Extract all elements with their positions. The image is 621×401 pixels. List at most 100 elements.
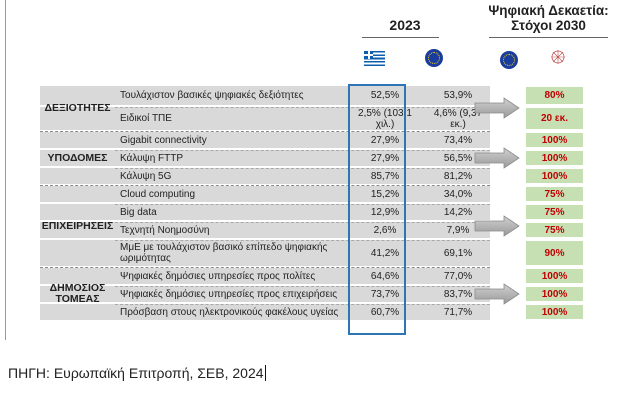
row-divider bbox=[115, 222, 490, 223]
eu-flag-icon bbox=[425, 49, 443, 67]
group-divider bbox=[40, 185, 490, 186]
row-divider bbox=[115, 168, 490, 169]
indicator-label: Big data bbox=[120, 204, 350, 220]
greece-2023-value-text: 73,7% bbox=[370, 288, 400, 300]
left-border-line bbox=[5, 0, 6, 340]
table-row: Κάλυψη FTTP 27,9% 56,5% bbox=[40, 150, 490, 166]
source-note: ΠΗΓΗ: Ευρωπαϊκή Επιτροπή, ΣΕΒ, 2024 bbox=[8, 365, 266, 381]
eu-2023-value-text: 4,6% (9,37 εκ.) bbox=[433, 107, 483, 130]
row-divider bbox=[115, 204, 490, 205]
targets-header-line1: Ψηφιακή Δεκαετία: bbox=[488, 3, 609, 18]
eu-2023-value-text: 71,7% bbox=[443, 306, 473, 318]
indicator-label: Ψηφιακές δημόσιες υπηρεσίες προς επιχειρ… bbox=[120, 286, 350, 302]
eu-2023-value-text: 73,4% bbox=[443, 134, 473, 146]
target-2030-text: 100% bbox=[541, 288, 568, 300]
table-row: Κάλυψη 5G 85,7% 81,2% bbox=[40, 168, 490, 184]
category-label-text: ΔΗΜΟΣΙΟΣ ΤΟΜΕΑΣ bbox=[49, 282, 106, 305]
eu-2023-value: 71,7% bbox=[426, 304, 490, 320]
target-2030-text: 75% bbox=[544, 188, 565, 200]
row-divider bbox=[115, 286, 490, 287]
targets-header: Ψηφιακή Δεκαετία: Στόχοι 2030 bbox=[481, 3, 616, 33]
eu-flag-icon bbox=[500, 51, 518, 69]
greece-2023-value-text: 85,7% bbox=[370, 170, 400, 182]
category-label-text: ΕΠΙΧΕΙΡΗΣΕΙΣ bbox=[41, 219, 114, 232]
category-label-text: ΥΠΟΔΟΜΕΣ bbox=[47, 151, 108, 164]
greece-2023-value: 27,9% bbox=[349, 132, 421, 148]
table-row: ΜμΕ με τουλάχιστον βασικό επίπεδο ψηφιακ… bbox=[40, 240, 490, 266]
eu-2023-value-text: 53,9% bbox=[443, 90, 473, 101]
group-divider bbox=[40, 131, 490, 132]
target-2030-value: 80% bbox=[526, 87, 583, 104]
target-2030-value: 100% bbox=[526, 305, 583, 319]
table-row: Gigabit connectivity 27,9% 73,4% bbox=[40, 132, 490, 148]
eu-2023-value-text: 81,2% bbox=[443, 170, 473, 182]
category-label: ΥΠΟΔΟΜΕΣ bbox=[40, 132, 115, 184]
greece-2023-value: 60,7% bbox=[349, 304, 421, 320]
target-2030-text: 80% bbox=[544, 90, 565, 101]
year-underline bbox=[362, 37, 439, 38]
table-row: Τεχνητή Νοημοσύνη 2,6% 7,9% bbox=[40, 222, 490, 238]
indicator-label-text: Cloud computing bbox=[120, 188, 196, 200]
greece-2023-value-text: 2,6% bbox=[373, 224, 397, 236]
indicator-label-text: Πρόσβαση στους ηλεκτρονικούς φακέλους υγ… bbox=[120, 306, 339, 318]
greece-2023-value-text: 64,6% bbox=[370, 270, 400, 282]
indicator-label: ΜμΕ με τουλάχιστον βασικό επίπεδο ψηφιακ… bbox=[120, 240, 350, 266]
target-2030-text: 75% bbox=[544, 206, 565, 218]
indicator-label: Τουλάχιστον βασικές ψηφιακές δεξιότητες bbox=[120, 86, 350, 105]
eu-2023-value: 77,0% bbox=[426, 268, 490, 284]
target-2030-text: 100% bbox=[541, 170, 568, 182]
right-arrow-icon bbox=[474, 215, 520, 237]
category-label: ΕΠΙΧΕΙΡΗΣΕΙΣ bbox=[40, 186, 115, 266]
group-divider bbox=[40, 267, 490, 268]
table-row: Big data 12,9% 14,2% bbox=[40, 204, 490, 220]
category-label: ΔΗΜΟΣΙΟΣ ΤΟΜΕΑΣ bbox=[40, 268, 115, 320]
eu-2023-value-text: 69,1% bbox=[443, 247, 473, 259]
indicator-label-text: Κάλυψη 5G bbox=[120, 170, 172, 182]
target-2030-value: 100% bbox=[526, 133, 583, 147]
indicator-label-text: ΜμΕ με τουλάχιστον βασικό επίπεδο ψηφιακ… bbox=[120, 242, 328, 264]
greece-2023-value: 2,5% (103,1 χιλ.) bbox=[349, 107, 421, 130]
right-arrow-icon bbox=[474, 147, 520, 169]
target-2030-value: 75% bbox=[526, 187, 583, 201]
indicator-label: Πρόσβαση στους ηλεκτρονικούς φακέλους υγ… bbox=[120, 304, 350, 320]
table-row: Cloud computing 15,2% 34,0% bbox=[40, 186, 490, 202]
target-2030-value: 100% bbox=[526, 151, 583, 165]
target-2030-text: 100% bbox=[541, 270, 568, 282]
category-label-text: ΔΕΞΙΟΤΗΤΕΣ bbox=[44, 101, 111, 114]
eu-2023-value: 7,9% bbox=[426, 222, 490, 238]
table-row: Ψηφιακές δημόσιες υπηρεσίες προς επιχειρ… bbox=[40, 286, 490, 302]
target-2030-value: 100% bbox=[526, 269, 583, 283]
eu-2023-value: 83,7% bbox=[426, 286, 490, 302]
greece-2023-value: 85,7% bbox=[349, 168, 421, 184]
text-cursor bbox=[264, 365, 266, 381]
eu-2023-value-text: 7,9% bbox=[446, 224, 470, 236]
indicator-label-text: Ψηφιακές δημόσιες υπηρεσίες προς επιχειρ… bbox=[120, 288, 338, 300]
greece-flag-icon bbox=[364, 51, 385, 66]
indicator-label: Κάλυψη 5G bbox=[120, 168, 350, 184]
indicator-label-text: Big data bbox=[120, 206, 157, 218]
greece-2023-value: 52,5% bbox=[349, 86, 421, 105]
source-text: ΠΗΓΗ: Ευρωπαϊκή Επιτροπή, ΣΕΒ, 2024 bbox=[8, 365, 264, 381]
row-divider bbox=[115, 107, 490, 108]
greece-2023-value-text: 27,9% bbox=[370, 134, 400, 146]
table-row: Πρόσβαση στους ηλεκτρονικούς φακέλους υγ… bbox=[40, 304, 490, 320]
indicator-label-text: Κάλυψη FTTP bbox=[120, 152, 184, 164]
eu-2023-value-text: 34,0% bbox=[443, 188, 473, 200]
target-2030-value: 75% bbox=[526, 205, 583, 219]
greece-2023-value: 73,7% bbox=[349, 286, 421, 302]
table-row: Ειδικοί ΤΠΕ 2,5% (103,1 χιλ.) 4,6% (9,37 ε… bbox=[40, 107, 490, 130]
indicator-label-text: Ειδικοί ΤΠΕ bbox=[120, 113, 172, 124]
year-header: 2023 bbox=[389, 17, 421, 33]
row-divider bbox=[115, 240, 490, 241]
indicator-label: Τεχνητή Νοημοσύνη bbox=[120, 222, 350, 238]
eu-2023-value-text: 83,7% bbox=[443, 288, 473, 300]
greece-2023-value: 15,2% bbox=[349, 186, 421, 202]
eu-2023-value-text: 14,2% bbox=[443, 206, 473, 218]
target-2030-value: 100% bbox=[526, 287, 583, 301]
target-2030-value: 90% bbox=[526, 241, 583, 265]
greece-2023-value-text: 15,2% bbox=[370, 188, 400, 200]
targets-underline bbox=[489, 37, 608, 38]
greece-2023-value-text: 27,9% bbox=[370, 152, 400, 164]
eu-2023-value: 4,6% (9,37 εκ.) bbox=[426, 107, 490, 130]
indicator-label-text: Gigabit connectivity bbox=[120, 134, 207, 146]
